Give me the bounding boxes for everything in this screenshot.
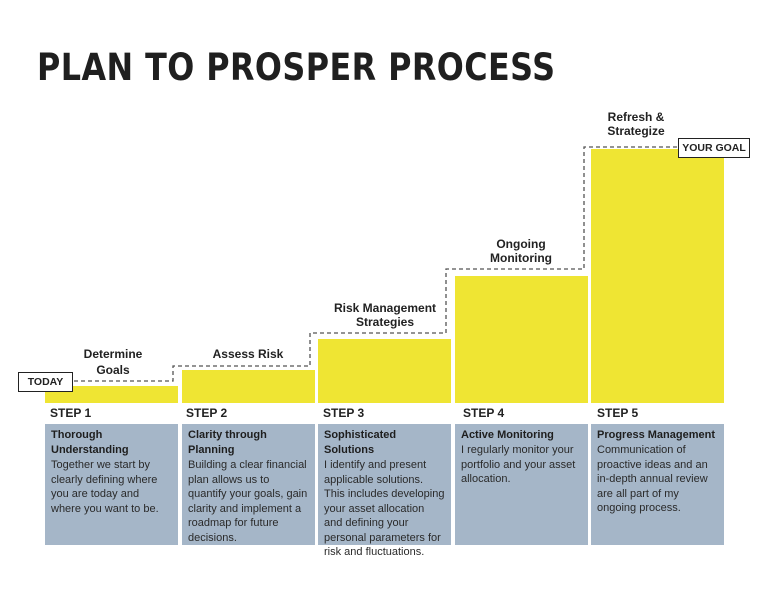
step-2-card-title: Clarity through Planning [188, 429, 267, 456]
step-1-card-title: Thorough Understanding [51, 429, 129, 456]
stage-4-bar [455, 276, 588, 403]
step-3-heading: STEP 3 [323, 406, 365, 420]
stage-3-label: Risk Management Strategies [333, 301, 437, 329]
step-5-card: Progress Management Communication of pro… [591, 424, 724, 545]
step-2-heading: STEP 2 [186, 406, 228, 420]
stage-3-bar [318, 339, 451, 403]
step-2-card: Clarity through Planning Building a clea… [182, 424, 315, 545]
stage-1-label: Determine Goals [83, 347, 143, 377]
step-4-card: Active Monitoring I regularly monitor yo… [455, 424, 588, 545]
step-5-heading: STEP 5 [597, 406, 639, 420]
step-1-card-body: Together we start by clearly defining wh… [51, 459, 159, 515]
step-3-card-body: I identify and present applicable soluti… [324, 459, 445, 558]
step-1-card: Thorough Understanding Together we start… [45, 424, 178, 545]
today-marker: TODAY [18, 372, 73, 392]
stage-2-label: Assess Risk [212, 347, 284, 361]
step-4-card-body: I regularly monitor your portfolio and y… [461, 444, 576, 485]
step-5-card-body: Communication of proactive ideas and an … [597, 444, 708, 514]
step-3-card: Sophisticated Solutions I identify and p… [318, 424, 451, 558]
page-title: PLAN TO PROSPER PROCESS [37, 46, 556, 89]
stage-1-bar [45, 386, 178, 403]
step-4-card-title: Active Monitoring [461, 429, 554, 441]
stage-5-bar [591, 149, 724, 403]
step-5-card-title: Progress Management [597, 429, 715, 441]
stage-5-label: Refresh & Strategize [607, 110, 665, 138]
step-3-card-title: Sophisticated Solutions [324, 429, 397, 456]
your-goal-marker: YOUR GOAL [678, 138, 750, 158]
stage-4-label: Ongoing Monitoring [490, 237, 552, 265]
step-2-card-body: Building a clear financial plan allows u… [188, 459, 308, 544]
step-4-heading: STEP 4 [463, 406, 505, 420]
stage-2-bar [182, 370, 315, 403]
step-1-heading: STEP 1 [50, 406, 92, 420]
